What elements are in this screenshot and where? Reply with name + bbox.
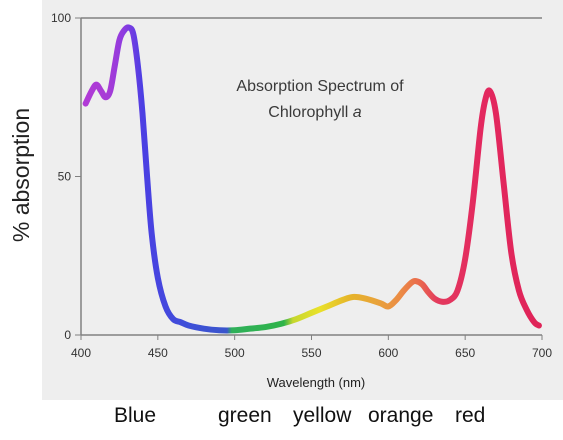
x-tick-label: 450: [148, 346, 168, 360]
annotation-line-2: Chlorophyll a: [268, 104, 361, 121]
color-label-blue: Blue: [114, 404, 156, 428]
annotation-line-2-text: Chlorophyll: [268, 104, 352, 121]
x-tick-label: 650: [455, 346, 475, 360]
x-tick-label: 700: [532, 346, 552, 360]
annotation-line-1: Absorption Spectrum of: [236, 78, 404, 95]
x-axis-label: Wavelength (nm): [267, 375, 366, 390]
color-label-red: red: [455, 404, 485, 428]
x-tick-label: 600: [378, 346, 398, 360]
plot-background: [42, 0, 563, 400]
annotation-line-2-italic: a: [353, 104, 362, 121]
y-axis-label: % absorption: [8, 108, 34, 242]
x-tick-label: 500: [225, 346, 245, 360]
color-label-orange: orange: [368, 404, 433, 428]
y-tick-label: 0: [64, 328, 71, 342]
color-label-green: green: [218, 404, 272, 428]
absorption-spectrum-chart: 400 450 500 550 600 650 700 0 50 100 Absorption S…: [0, 0, 563, 400]
x-tick-label: 400: [71, 346, 91, 360]
y-tick-label: 50: [58, 170, 72, 184]
x-tick-label: 550: [301, 346, 321, 360]
y-tick-label: 100: [51, 11, 71, 25]
color-label-yellow: yellow: [293, 404, 351, 428]
